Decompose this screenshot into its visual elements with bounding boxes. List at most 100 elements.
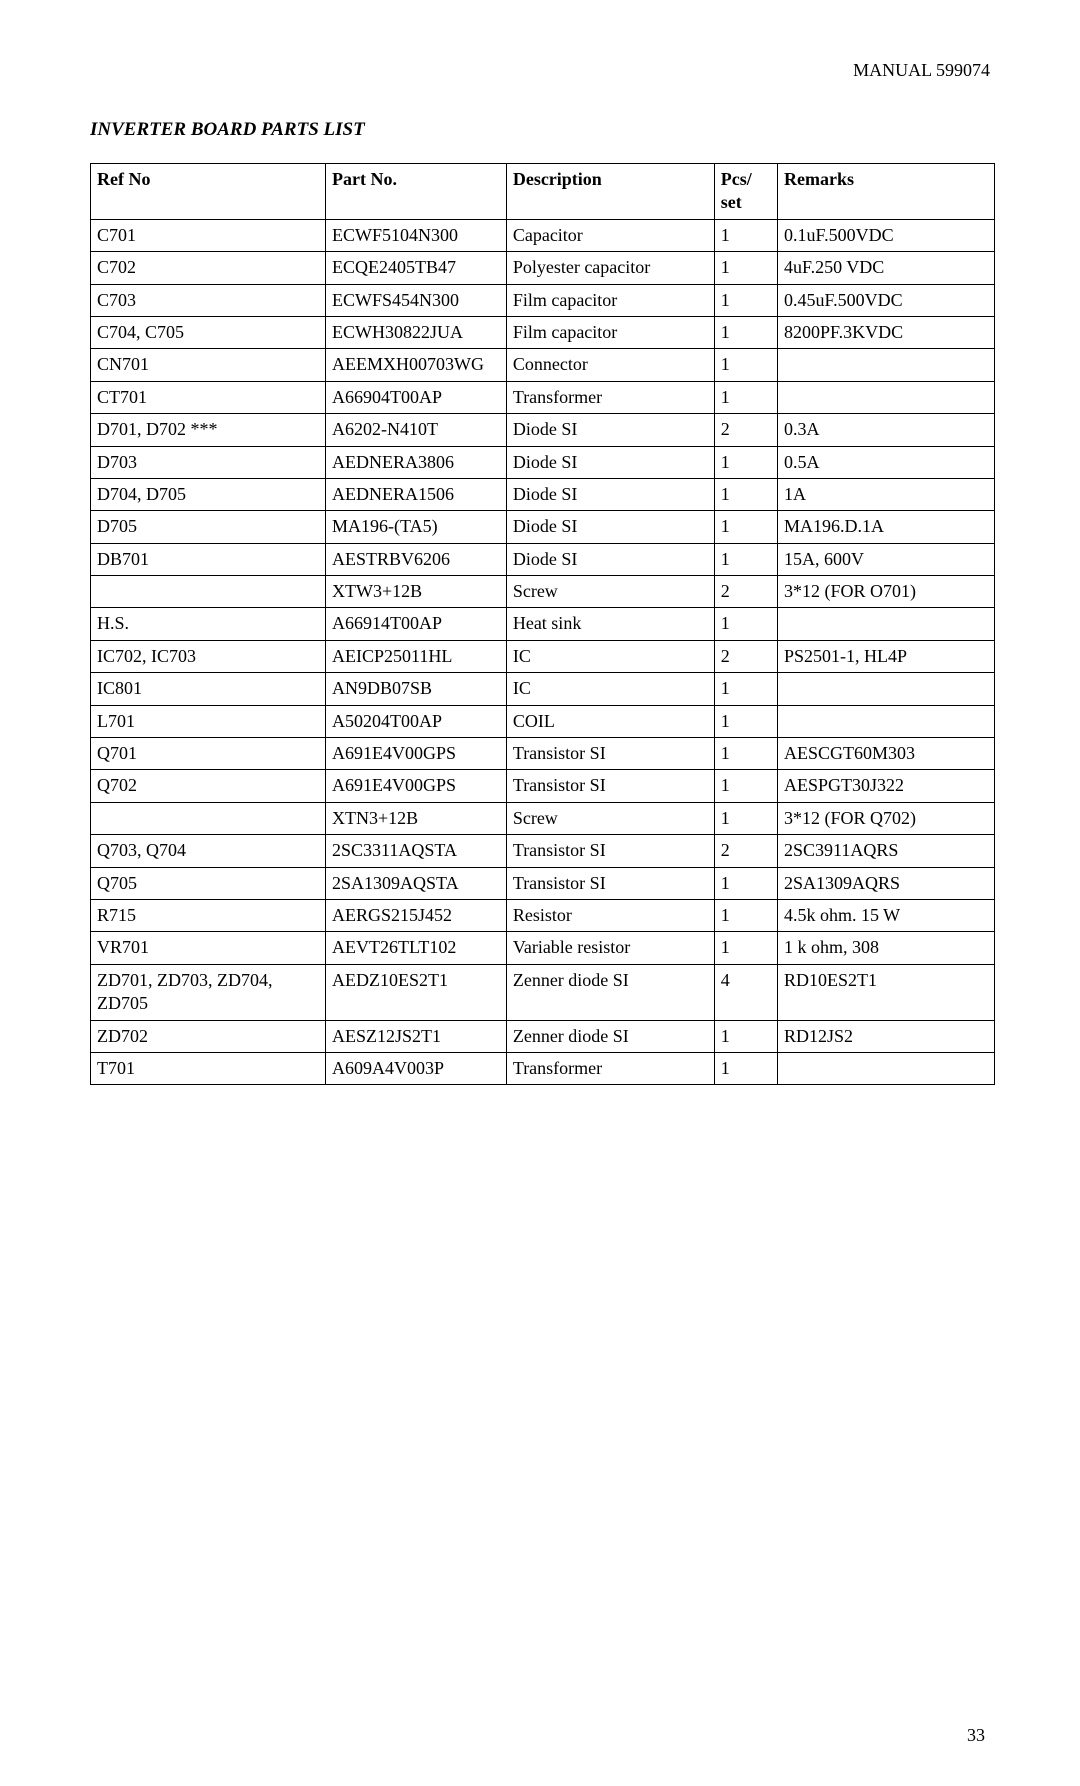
- cell-desc: IC: [506, 640, 714, 672]
- cell-pcs: 1: [714, 1020, 777, 1052]
- cell-ref: IC702, IC703: [91, 640, 326, 672]
- cell-desc: Variable resistor: [506, 932, 714, 964]
- cell-part: A50204T00AP: [326, 705, 507, 737]
- cell-desc: Transformer: [506, 381, 714, 413]
- cell-pcs: 1: [714, 252, 777, 284]
- cell-pcs: 1: [714, 1052, 777, 1084]
- cell-rem: 0.45uF.500VDC: [778, 284, 995, 316]
- cell-desc: Film capacitor: [506, 316, 714, 348]
- table-row: XTN3+12BScrew13*12 (FOR Q702): [91, 802, 995, 834]
- cell-ref: CN701: [91, 349, 326, 381]
- header-pcs-set: Pcs/ set: [714, 164, 777, 220]
- table-row: IC702, IC703AEICP25011HLIC2PS2501-1, HL4…: [91, 640, 995, 672]
- table-body: C701ECWF5104N300Capacitor10.1uF.500VDCC7…: [91, 219, 995, 1085]
- cell-pcs: 2: [714, 576, 777, 608]
- cell-rem: 3*12 (FOR Q702): [778, 802, 995, 834]
- cell-pcs: 1: [714, 284, 777, 316]
- cell-pcs: 1: [714, 381, 777, 413]
- cell-rem: 4uF.250 VDC: [778, 252, 995, 284]
- table-row: R715AERGS215J452Resistor14.5k ohm. 15 W: [91, 899, 995, 931]
- cell-rem: 2SA1309AQRS: [778, 867, 995, 899]
- cell-pcs: 1: [714, 478, 777, 510]
- cell-part: AESZ12JS2T1: [326, 1020, 507, 1052]
- table-row: Q702A691E4V00GPSTransistor SI1AESPGT30J3…: [91, 770, 995, 802]
- table-row: ZD701, ZD703, ZD704, ZD705AEDZ10ES2T1Zen…: [91, 964, 995, 1020]
- cell-desc: Transistor SI: [506, 835, 714, 867]
- cell-desc: Heat sink: [506, 608, 714, 640]
- table-row: C701ECWF5104N300Capacitor10.1uF.500VDC: [91, 219, 995, 251]
- cell-desc: Diode SI: [506, 446, 714, 478]
- cell-part: 2SC3311AQSTA: [326, 835, 507, 867]
- cell-part: XTW3+12B: [326, 576, 507, 608]
- cell-ref: C704, C705: [91, 316, 326, 348]
- cell-desc: Screw: [506, 802, 714, 834]
- cell-part: ECQE2405TB47: [326, 252, 507, 284]
- cell-pcs: 1: [714, 446, 777, 478]
- cell-part: AEDNERA3806: [326, 446, 507, 478]
- cell-rem: AESPGT30J322: [778, 770, 995, 802]
- cell-rem: 8200PF.3KVDC: [778, 316, 995, 348]
- cell-pcs: 1: [714, 705, 777, 737]
- cell-rem: [778, 673, 995, 705]
- table-row: XTW3+12BScrew23*12 (FOR O701): [91, 576, 995, 608]
- cell-part: A691E4V00GPS: [326, 770, 507, 802]
- table-row: L701A50204T00APCOIL1: [91, 705, 995, 737]
- table-row: CN701AEEMXH00703WGConnector1: [91, 349, 995, 381]
- cell-part: AEDZ10ES2T1: [326, 964, 507, 1020]
- cell-part: A66904T00AP: [326, 381, 507, 413]
- cell-rem: [778, 381, 995, 413]
- cell-part: AN9DB07SB: [326, 673, 507, 705]
- cell-ref: IC801: [91, 673, 326, 705]
- cell-ref: L701: [91, 705, 326, 737]
- cell-pcs: 1: [714, 219, 777, 251]
- cell-pcs: 1: [714, 511, 777, 543]
- cell-pcs: 1: [714, 608, 777, 640]
- cell-ref: ZD701, ZD703, ZD704, ZD705: [91, 964, 326, 1020]
- cell-desc: Zenner diode SI: [506, 964, 714, 1020]
- cell-ref: C701: [91, 219, 326, 251]
- table-row: C704, C705ECWH30822JUAFilm capacitor1820…: [91, 316, 995, 348]
- table-row: C703ECWFS454N300Film capacitor10.45uF.50…: [91, 284, 995, 316]
- cell-pcs: 1: [714, 899, 777, 931]
- table-row: C702ECQE2405TB47Polyester capacitor14uF.…: [91, 252, 995, 284]
- cell-part: A609A4V003P: [326, 1052, 507, 1084]
- cell-ref: [91, 802, 326, 834]
- table-row: D703AEDNERA3806Diode SI10.5A: [91, 446, 995, 478]
- table-row: IC801AN9DB07SBIC1: [91, 673, 995, 705]
- header-part-no: Part No.: [326, 164, 507, 220]
- cell-desc: Diode SI: [506, 543, 714, 575]
- cell-ref: D703: [91, 446, 326, 478]
- header-remarks: Remarks: [778, 164, 995, 220]
- table-row: D705MA196-(TA5)Diode SI1MA196.D.1A: [91, 511, 995, 543]
- cell-ref: Q705: [91, 867, 326, 899]
- cell-desc: Diode SI: [506, 511, 714, 543]
- cell-ref: Q701: [91, 738, 326, 770]
- cell-part: ECWF5104N300: [326, 219, 507, 251]
- table-row: Q703, Q7042SC3311AQSTATransistor SI22SC3…: [91, 835, 995, 867]
- cell-rem: 0.5A: [778, 446, 995, 478]
- cell-desc: COIL: [506, 705, 714, 737]
- cell-desc: Connector: [506, 349, 714, 381]
- table-row: VR701AEVT26TLT102Variable resistor11 k o…: [91, 932, 995, 964]
- cell-desc: Screw: [506, 576, 714, 608]
- cell-rem: 15A, 600V: [778, 543, 995, 575]
- cell-pcs: 1: [714, 349, 777, 381]
- cell-rem: 4.5k ohm. 15 W: [778, 899, 995, 931]
- cell-rem: 0.1uF.500VDC: [778, 219, 995, 251]
- cell-ref: C702: [91, 252, 326, 284]
- cell-part: ECWFS454N300: [326, 284, 507, 316]
- cell-desc: IC: [506, 673, 714, 705]
- cell-rem: RD10ES2T1: [778, 964, 995, 1020]
- table-row: H.S.A66914T00APHeat sink1: [91, 608, 995, 640]
- cell-part: AEEMXH00703WG: [326, 349, 507, 381]
- table-row: Q701A691E4V00GPSTransistor SI1AESCGT60M3…: [91, 738, 995, 770]
- cell-part: AESTRBV6206: [326, 543, 507, 575]
- cell-part: A66914T00AP: [326, 608, 507, 640]
- cell-rem: MA196.D.1A: [778, 511, 995, 543]
- cell-desc: Transformer: [506, 1052, 714, 1084]
- cell-part: MA196-(TA5): [326, 511, 507, 543]
- cell-ref: ZD702: [91, 1020, 326, 1052]
- table-row: CT701A66904T00APTransformer1: [91, 381, 995, 413]
- cell-pcs: 1: [714, 316, 777, 348]
- header-pcs-line2: set: [721, 192, 742, 212]
